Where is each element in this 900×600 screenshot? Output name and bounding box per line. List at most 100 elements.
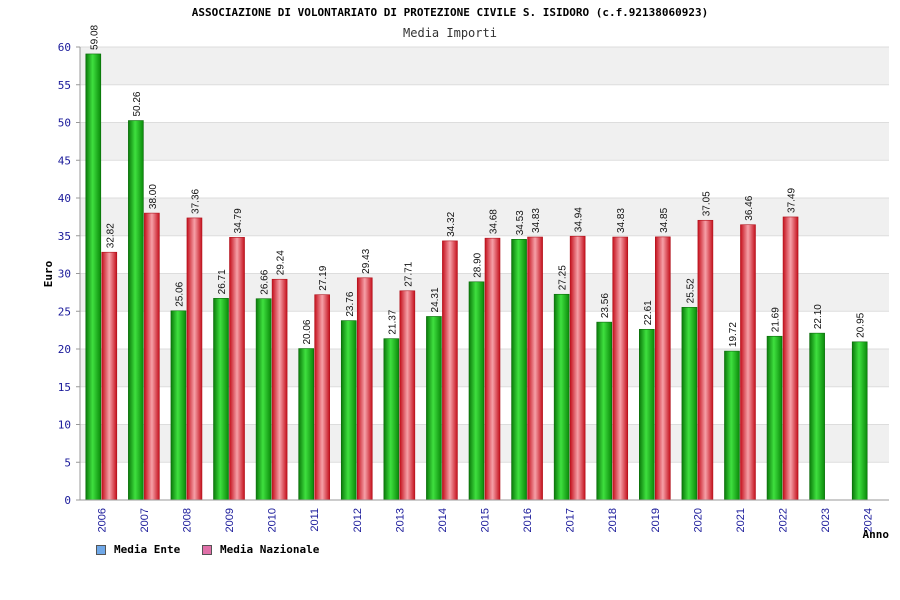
data-label: 37.05 (701, 191, 712, 216)
bar-media-ente (681, 307, 698, 501)
y-tick-label: 20 (58, 343, 71, 356)
bar-media-nazionale (186, 217, 203, 501)
y-tick-label: 0 (64, 494, 71, 507)
chart-subtitle: Media Importi (403, 26, 497, 40)
chart-title: ASSOCIAZIONE DI VOLONTARIATO DI PROTEZIO… (191, 6, 709, 19)
data-label: 28.90 (473, 252, 484, 277)
data-label: 29.43 (361, 248, 372, 273)
y-tick-label: 50 (58, 117, 71, 130)
data-label: 34.85 (659, 207, 670, 232)
data-label: 32.82 (105, 223, 116, 248)
bar-media-ente (298, 348, 314, 501)
bar-media-nazionale (527, 236, 543, 501)
x-tick-label: 2010 (267, 508, 279, 532)
x-tick-label: 2008 (181, 508, 193, 532)
bar-media-nazionale (740, 224, 756, 501)
data-label: 37.49 (787, 187, 798, 212)
data-label: 34.83 (531, 208, 542, 233)
bar-media-ente (170, 310, 187, 501)
data-label: 34.94 (574, 207, 585, 232)
x-tick-label: 2014 (437, 508, 449, 532)
bar-media-ente (724, 350, 740, 501)
x-tick-label: 2018 (607, 508, 619, 532)
y-axis-title: Euro (42, 260, 55, 287)
data-label: 27.25 (558, 265, 569, 290)
data-label: 34.32 (446, 211, 457, 236)
data-label: 27.19 (318, 265, 329, 290)
bars (85, 53, 868, 501)
bar-media-nazionale (399, 290, 416, 501)
data-label: 59.08 (89, 24, 100, 49)
data-labels: 59.08 32.82 50.26 38.00 25.06 37.36 26.71 34.79… (89, 24, 866, 347)
data-label: 29.24 (276, 250, 287, 275)
y-tick-label: 10 (58, 419, 71, 432)
legend-item-media-ente: Media Ente (96, 543, 180, 556)
y-tick-label: 35 (58, 230, 71, 243)
x-axis-title: Anno (863, 528, 890, 541)
bar-media-ente (553, 293, 570, 501)
x-tick-label: 2015 (480, 508, 492, 532)
x-tick-label: 2017 (565, 508, 577, 532)
data-label: 25.06 (174, 281, 185, 306)
data-label: 21.69 (771, 307, 782, 332)
y-tick-label: 45 (58, 154, 71, 167)
bar-media-ente (511, 238, 527, 501)
bar-media-ente (639, 328, 655, 501)
x-tick-label: 2012 (352, 508, 364, 532)
bar-media-nazionale (782, 216, 799, 501)
data-label: 19.72 (728, 322, 739, 347)
data-label: 38.00 (148, 184, 159, 209)
data-label: 22.61 (643, 300, 654, 325)
y-tick-label: 55 (58, 79, 71, 92)
y-tick-label: 5 (64, 456, 71, 469)
grid-band (80, 47, 889, 85)
legend-swatch-media-nazionale (202, 544, 212, 555)
data-label: 22.10 (813, 304, 824, 329)
data-label: 25.52 (685, 278, 696, 303)
x-tick-labels: 2006 2007 2008 2009 2010 2011 2012 2013 2014 2015… (96, 508, 874, 532)
axes (79, 47, 889, 501)
legend-swatch-media-ente (96, 544, 106, 555)
legend-label-media-ente: Media Ente (114, 543, 181, 556)
x-tick-label: 2020 (692, 508, 704, 532)
data-label: 23.76 (345, 291, 356, 316)
x-tick-label: 2011 (309, 508, 321, 532)
bar-media-nazionale (356, 277, 373, 501)
bar-media-ente (809, 332, 825, 501)
bar-media-ente (596, 321, 613, 501)
data-label: 34.53 (515, 210, 526, 235)
data-label: 20.06 (302, 319, 313, 344)
bar-media-nazionale (442, 240, 458, 501)
data-label: 20.95 (856, 312, 867, 337)
bar-media-ente (213, 298, 229, 501)
bar-media-nazionale (484, 237, 501, 501)
x-tick-label: 2006 (96, 508, 108, 532)
bar-media-ente (766, 335, 783, 501)
bar-media-nazionale (314, 294, 330, 501)
data-label: 23.56 (600, 293, 611, 318)
data-label: 34.68 (489, 209, 500, 234)
bar-media-ente (426, 316, 442, 501)
x-tick-label: 2016 (522, 508, 534, 532)
legend-item-media-nazionale: Media Nazionale (202, 543, 319, 556)
bar-media-ente (340, 320, 357, 501)
bar-media-ente (128, 120, 144, 501)
bar-media-nazionale (697, 219, 714, 501)
data-label: 34.79 (233, 208, 244, 233)
bar-media-nazionale (229, 237, 245, 501)
data-label: 34.83 (616, 208, 627, 233)
y-tick-label: 60 (58, 41, 71, 54)
bar-media-nazionale (144, 212, 160, 501)
y-tick-label: 25 (58, 305, 71, 318)
data-label: 21.37 (387, 309, 398, 334)
bar-media-ente (255, 298, 272, 501)
x-tick-label: 2022 (778, 508, 790, 532)
x-tick-label: 2009 (224, 508, 236, 532)
bar-media-nazionale (271, 278, 288, 501)
data-label: 50.26 (132, 91, 143, 116)
y-tick-label: 30 (58, 268, 71, 281)
bar-media-nazionale (655, 236, 671, 501)
data-label: 26.71 (217, 269, 228, 294)
data-label: 27.71 (403, 261, 414, 286)
y-tick-label: 15 (58, 381, 71, 394)
